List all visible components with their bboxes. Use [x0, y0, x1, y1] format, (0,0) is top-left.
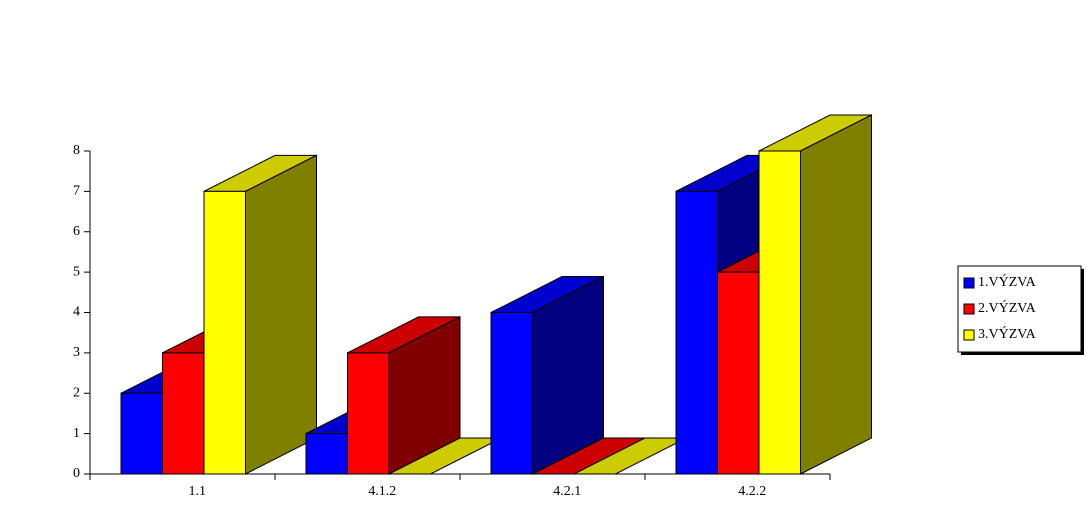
y-tick-label: 2: [73, 385, 80, 400]
y-tick-label: 1: [73, 426, 80, 441]
y-tick-label: 3: [73, 345, 80, 360]
bar-side: [800, 114, 872, 475]
bar: [120, 392, 163, 475]
y-tick-label: 7: [73, 184, 80, 199]
bar: [347, 352, 390, 475]
y-tick-label: 0: [73, 466, 80, 481]
y-tick-label: 8: [73, 143, 80, 158]
bar-side: [245, 154, 317, 475]
legend-label: 3.VÝZVA: [978, 325, 1037, 342]
x-tick-label: 4.1.2: [368, 484, 396, 499]
legend-label: 1.VÝZVA: [978, 273, 1037, 290]
bar: [758, 150, 801, 475]
legend-swatch: [963, 303, 975, 315]
y-tick-label: 6: [73, 224, 80, 239]
y-tick-label: 5: [73, 264, 80, 279]
bar: [305, 433, 348, 475]
bar: [162, 352, 205, 475]
legend-swatch: [963, 277, 975, 289]
x-tick-label: 4.2.2: [738, 484, 766, 499]
legend-swatch: [963, 329, 975, 341]
x-tick-label: 4.2.1: [553, 484, 581, 499]
bar: [203, 190, 246, 475]
y-tick-label: 4: [73, 305, 80, 320]
bar: [490, 312, 533, 475]
bar: [717, 271, 760, 475]
legend-label: 2.VÝZVA: [978, 299, 1037, 316]
bar: [675, 190, 718, 475]
legend: [957, 265, 1082, 353]
x-tick-label: 1.1: [189, 484, 207, 499]
